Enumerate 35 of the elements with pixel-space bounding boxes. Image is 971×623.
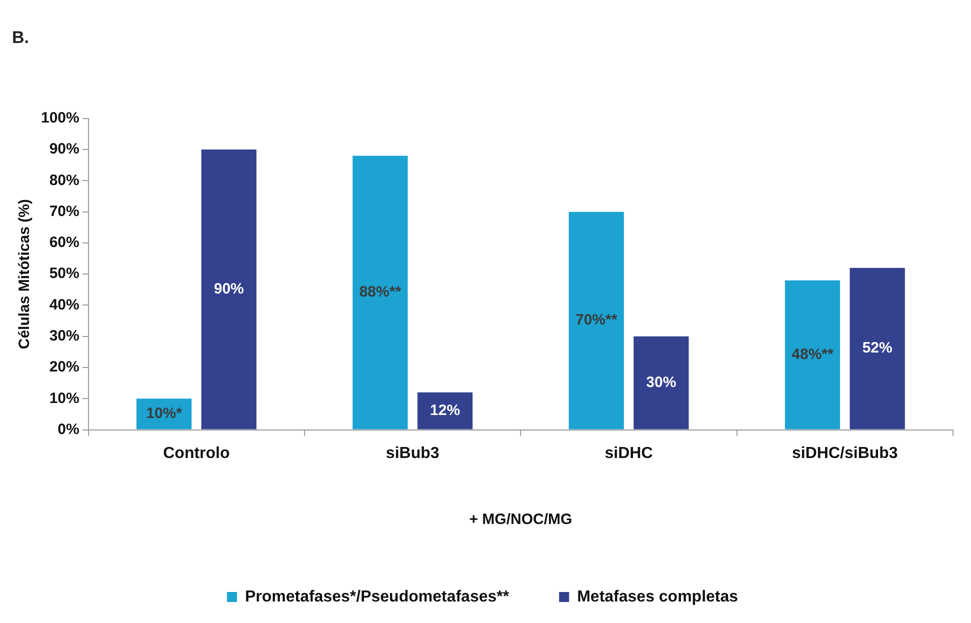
- data-label: 10%*: [146, 405, 182, 422]
- bar: [568, 212, 624, 430]
- data-label: 52%: [862, 340, 892, 357]
- legend-label: Metafases completas: [577, 588, 738, 606]
- y-tick-label: 10%: [49, 390, 80, 407]
- data-label: 30%: [646, 374, 676, 391]
- y-tick-label: 50%: [49, 265, 80, 282]
- y-tick-label: 60%: [49, 234, 80, 252]
- x-tick-label: siDHC: [604, 444, 654, 462]
- data-label: 12%: [430, 402, 460, 420]
- bar: [784, 280, 840, 430]
- y-tick-label: 100%: [40, 110, 80, 127]
- bar: [201, 150, 256, 430]
- bar: [850, 268, 905, 430]
- x-tick-label: siBub3: [386, 444, 440, 462]
- y-tick-label: 20%: [49, 358, 80, 376]
- bar: [634, 336, 689, 430]
- data-label: 90%: [214, 280, 244, 298]
- x-tick-label: siDHC/siBub3: [792, 444, 898, 462]
- chart-title: B.: [12, 28, 29, 47]
- y-tick-label: 90%: [49, 140, 80, 158]
- y-tick-label: 70%: [49, 202, 80, 220]
- data-label: 70%**: [575, 312, 618, 329]
- bar: [417, 392, 473, 430]
- legend-label: Prometafases*/Pseudometafases**: [244, 588, 510, 606]
- bar: [352, 156, 408, 430]
- y-tick-label: 0%: [58, 420, 80, 438]
- y-tick-label: 80%: [49, 172, 80, 189]
- y-axis-title: Células Mitóticas (%): [16, 199, 34, 350]
- x-axis-title: + MG/NOC/MG: [469, 511, 572, 528]
- data-label: 88%**: [359, 284, 402, 301]
- y-tick-label: 30%: [49, 328, 80, 345]
- y-tick-label: 40%: [49, 296, 80, 314]
- x-tick-label: Controlo: [163, 444, 230, 462]
- data-label: 48%**: [792, 346, 834, 363]
